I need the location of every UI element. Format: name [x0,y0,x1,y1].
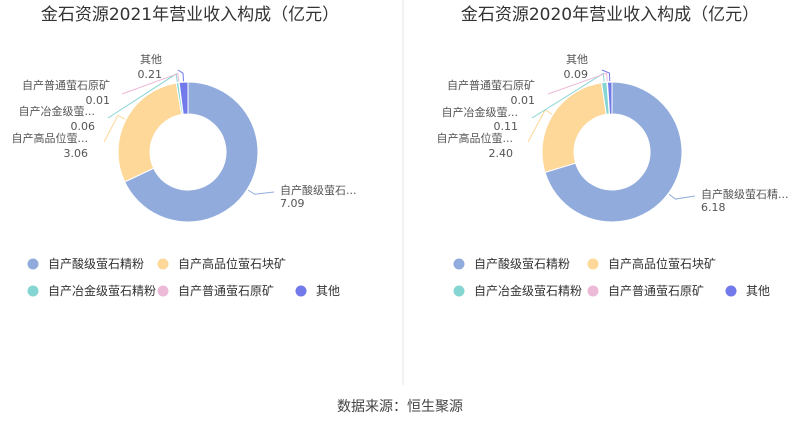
slice-label: 自产冶金级萤... [442,105,519,119]
chart-title: 金石资源2020年营业收入构成（亿元） [461,5,759,25]
legend-label: 自产普通萤石原矿 [178,284,274,298]
slice-label: 自产高品位萤... [437,131,514,145]
legend-marker [453,258,465,270]
slice-label: 自产酸级萤石精... [701,187,789,201]
slice-value: 0.01 [511,94,536,107]
chart-title: 金石资源2021年营业收入构成（亿元） [41,5,339,25]
pie-slice [124,81,259,223]
slice-value: 2.40 [489,147,514,160]
slice-value: 0.21 [138,68,163,81]
leader-line [668,193,696,200]
leader-line [103,114,126,143]
leader-line [177,69,185,82]
slice-value: 0.06 [71,120,96,133]
slice-value: 0.11 [494,120,519,133]
leader-line [531,72,605,119]
slice-label: 自产酸级萤石... [280,183,357,197]
pie-slice [117,82,183,183]
legend-marker [27,285,39,297]
leader-line [121,72,180,95]
legend-marker [453,285,465,297]
legend-label: 自产高品位萤石块矿 [608,256,716,271]
slice-label: 其他 [140,53,162,66]
slice-value: 3.06 [64,147,89,160]
pie-slice [541,82,607,173]
slice-value: 0.09 [564,68,589,81]
legend-marker [295,285,307,297]
pie-slice [178,81,189,115]
slice-label: 自产冶金级萤... [19,104,96,118]
legend-label: 自产高品位萤石块矿 [178,256,286,271]
source-note: 数据来源：恒生聚源 [337,399,463,415]
slice-value: 6.18 [701,201,726,214]
slice-value: 0.01 [86,94,111,107]
legend-label: 自产普通萤石原矿 [608,284,704,298]
legend-label: 自产酸级萤石精粉 [474,256,570,271]
legend-marker [725,285,737,297]
legend-marker [157,285,169,297]
slice-label: 自产普通萤石原矿 [447,78,535,92]
pie-slice [606,81,613,115]
slice-label: 其他 [566,53,588,66]
legend-label: 自产酸级萤石精粉 [48,256,144,271]
legend-marker [587,285,599,297]
leader-line [601,69,611,82]
legend-label: 其他 [316,284,340,298]
leader-line [547,72,608,95]
slice-value: 7.09 [280,197,305,210]
legend-marker [157,258,169,270]
slice-label: 自产高品位萤... [12,131,89,145]
pie-slice [544,81,683,223]
legend-label: 自产冶金级萤石精粉 [474,283,582,298]
leader-line [247,189,275,195]
legend-label: 其他 [746,284,770,298]
slice-label: 自产普通萤石原矿 [22,78,110,92]
legend-label: 自产冶金级萤石精粉 [48,283,156,298]
legend-marker [587,258,599,270]
legend-marker [27,258,39,270]
